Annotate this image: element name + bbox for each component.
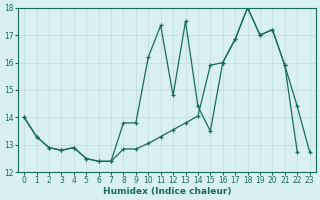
X-axis label: Humidex (Indice chaleur): Humidex (Indice chaleur) xyxy=(103,187,231,196)
